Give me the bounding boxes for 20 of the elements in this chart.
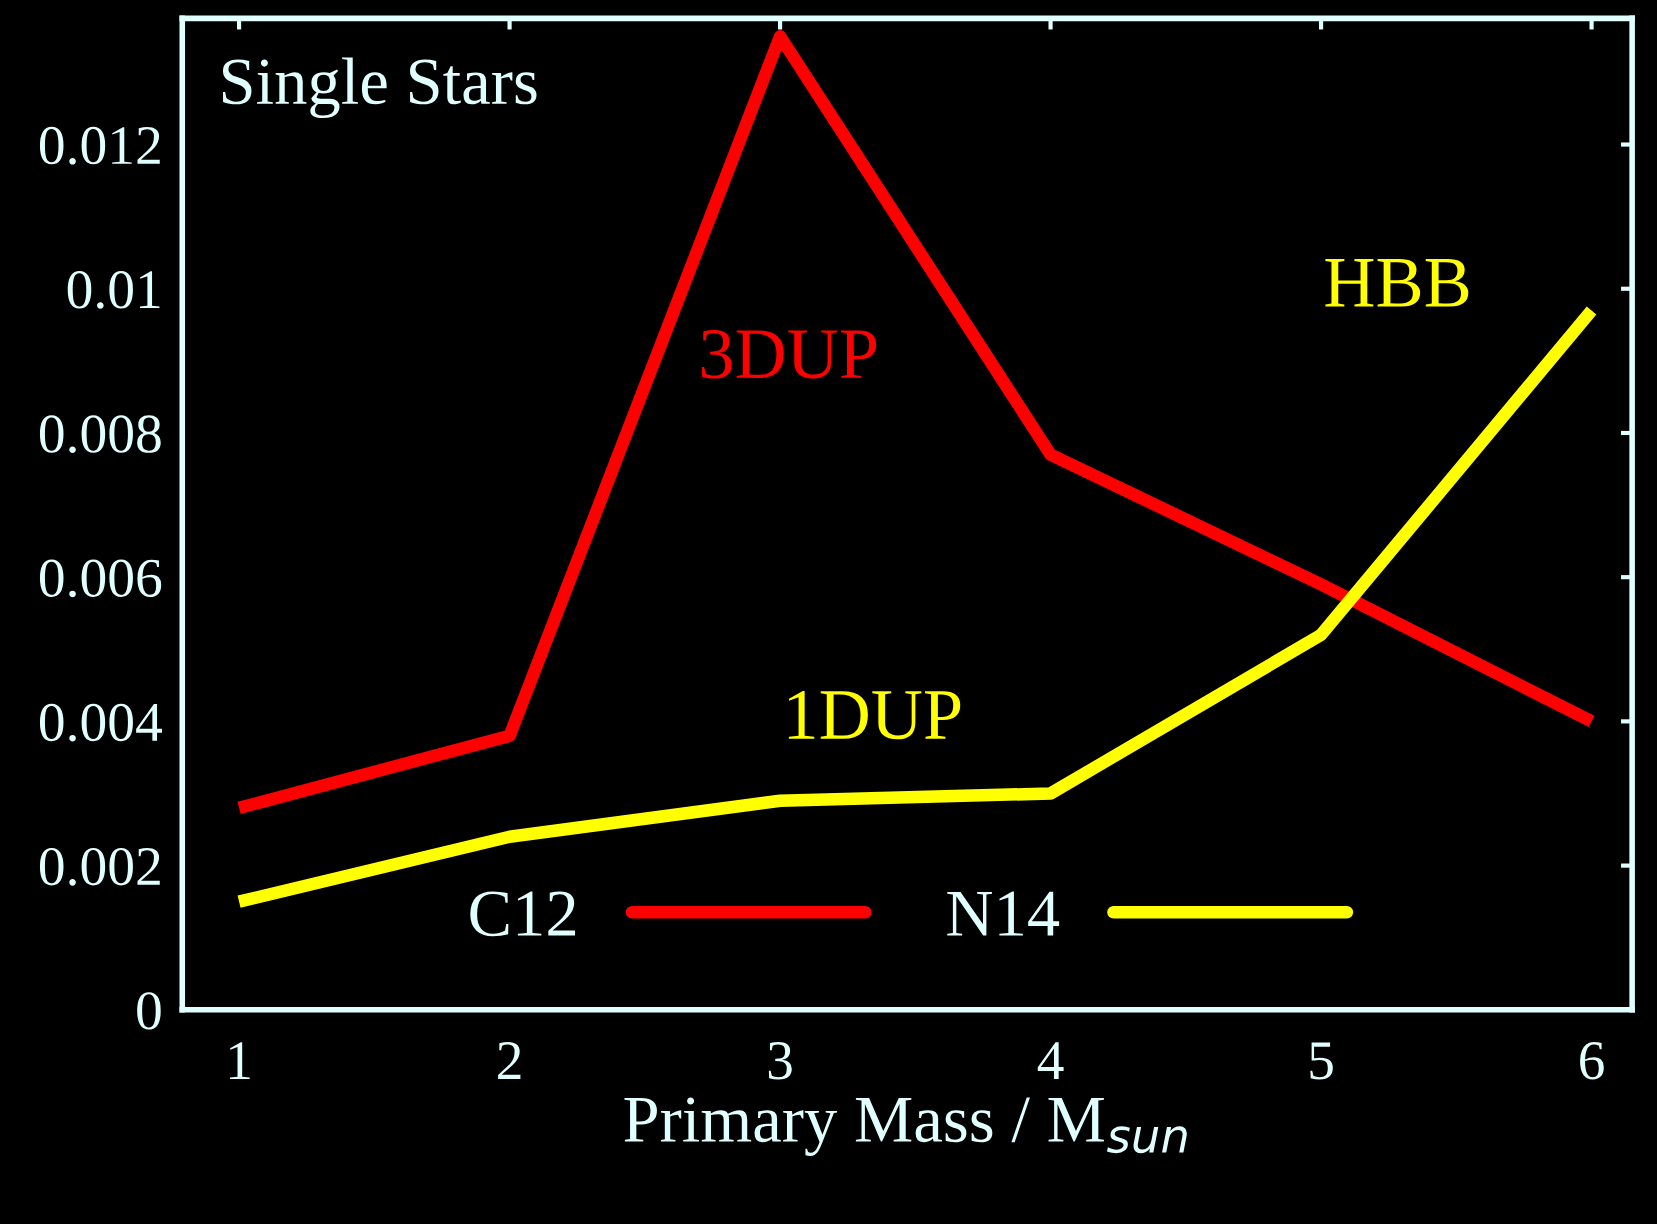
legend-label: C12 <box>470 891 576 937</box>
y-tick-label: 0.01 <box>67 271 160 309</box>
y-tick-label: 0.012 <box>39 126 160 165</box>
y-tick-label: 0.006 <box>39 559 162 598</box>
annotation: 1DUP <box>788 690 961 740</box>
x-tick-label: 3 <box>768 1042 792 1080</box>
legend-label: N14 <box>947 891 1060 936</box>
y-tick-label: 0.004 <box>39 703 162 742</box>
x-tick-label: 1 <box>230 1042 250 1079</box>
x-tick-label: 2 <box>498 1042 521 1079</box>
x-tick-label: 5 <box>1310 1042 1333 1080</box>
y-tick-label: 0.008 <box>39 415 161 454</box>
annotation: HBB <box>1325 259 1469 307</box>
annotation: 3DUP <box>701 329 877 379</box>
x-tick-label: 6 <box>1580 1042 1604 1080</box>
annotation: Single Stars <box>222 57 537 119</box>
y-tick-label: 0 <box>137 992 161 1030</box>
x-axis-title: Primary Mass / M$_{sun}$ <box>624 1097 1187 1156</box>
x-tick-label: 4 <box>1037 1042 1064 1079</box>
y-tick-label: 0.002 <box>39 847 160 886</box>
